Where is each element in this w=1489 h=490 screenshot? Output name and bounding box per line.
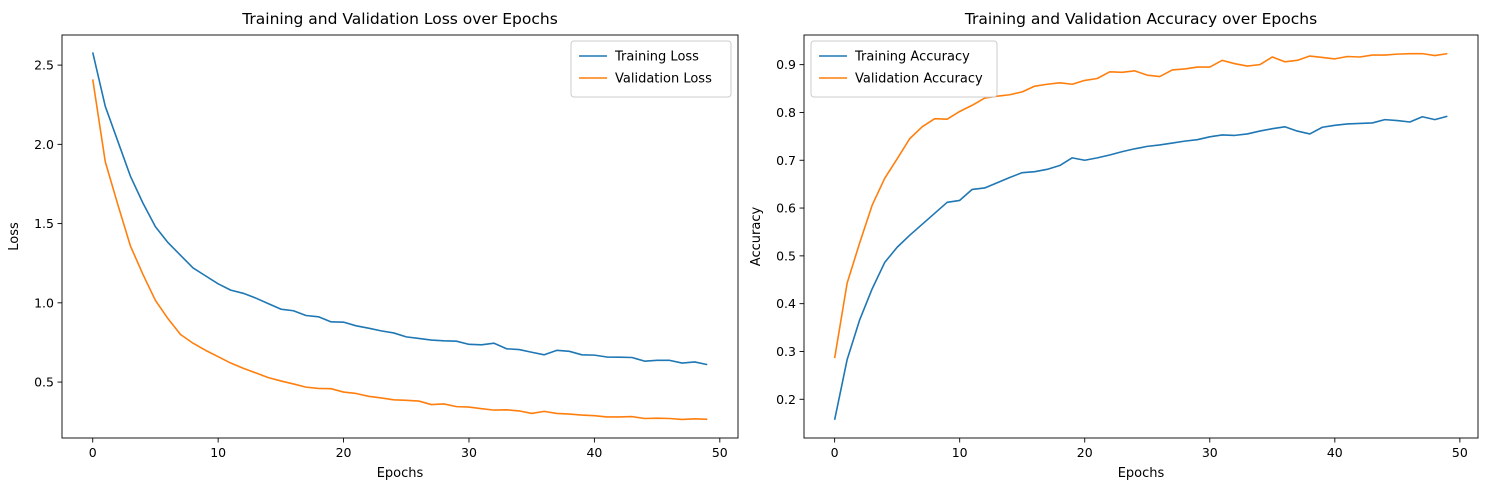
y-tick-label: 0.5 — [776, 248, 796, 263]
chart-1: Training and Validation Accuracy over Ep… — [749, 10, 1479, 481]
legend-entry: Training Accuracy — [854, 50, 970, 65]
series-line-training-accuracy — [833, 115, 1448, 420]
x-tick-label: 30 — [1202, 445, 1218, 460]
axes-frame — [803, 34, 1479, 439]
y-tick-label: 2.5 — [34, 58, 54, 73]
legend-entry: Training Loss — [614, 50, 699, 65]
series-line-training-loss — [91, 52, 708, 366]
x-tick-label: 30 — [461, 445, 477, 460]
x-tick-label: 10 — [952, 445, 968, 460]
axes-frame — [61, 34, 739, 439]
x-tick-label: 40 — [1327, 445, 1343, 460]
series-line-validation-loss — [91, 79, 708, 421]
x-tick-label: 50 — [712, 445, 728, 460]
y-tick-label: 0.4 — [776, 296, 796, 311]
y-tick-label: 0.7 — [776, 153, 796, 168]
x-tick-label: 20 — [336, 445, 352, 460]
y-tick-label: 0.8 — [776, 105, 796, 120]
x-tick-label: 40 — [586, 445, 602, 460]
y-tick-label: 2.0 — [34, 137, 54, 152]
x-tick-label: 0 — [831, 445, 839, 460]
x-tick-label: 10 — [210, 445, 226, 460]
chart-0: Training and Validation Loss over Epochs… — [7, 10, 739, 481]
x-tick-label: 0 — [89, 445, 97, 460]
legend-box — [810, 40, 998, 98]
x-tick-label: 20 — [1077, 445, 1093, 460]
y-tick-label: 0.9 — [776, 57, 796, 72]
legend-entry: Validation Accuracy — [855, 72, 983, 87]
x-axis-label: Epochs — [1118, 466, 1165, 481]
y-tick-label: 1.0 — [34, 295, 54, 310]
y-tick-label: 0.3 — [776, 344, 796, 359]
y-tick-label: 0.5 — [34, 375, 54, 390]
legend-box — [570, 40, 732, 98]
chart-title: Training and Validation Loss over Epochs — [241, 10, 558, 28]
y-tick-label: 0.6 — [776, 201, 796, 216]
series-line-validation-accuracy — [833, 52, 1448, 359]
y-tick-label: 0.2 — [776, 392, 796, 407]
y-tick-label: 1.5 — [34, 216, 54, 231]
legend-entry: Validation Loss — [615, 72, 712, 87]
legend: Training Loss Validation Loss — [570, 40, 732, 98]
y-axis-label: Loss — [7, 222, 22, 251]
x-axis-label: Epochs — [377, 466, 424, 481]
x-tick-label: 50 — [1452, 445, 1468, 460]
legend: Training Accuracy Validation Accuracy — [810, 40, 998, 98]
chart-title: Training and Validation Accuracy over Ep… — [964, 10, 1317, 28]
y-axis-label: Accuracy — [749, 207, 764, 267]
